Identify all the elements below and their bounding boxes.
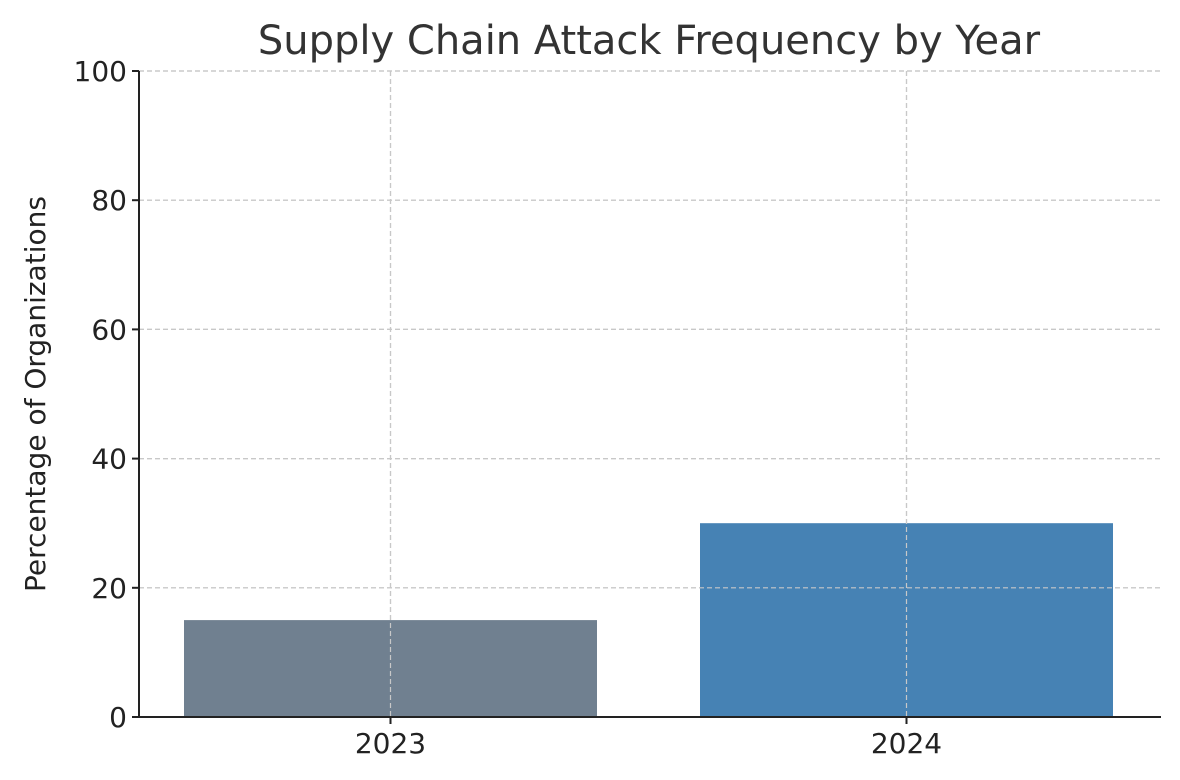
- x-tick-label: 2023: [355, 727, 426, 760]
- x-axis-ticks: 2023 2024: [355, 717, 942, 760]
- bars: [139, 70, 1161, 717]
- y-axis-label: Percentage of Organizations: [19, 196, 52, 592]
- y-tick-label: 0: [109, 701, 127, 734]
- y-tick-label: 80: [91, 184, 127, 217]
- y-tick-label: 100: [74, 55, 127, 88]
- x-tick-label: 2024: [871, 727, 942, 760]
- bar-2023: [184, 620, 597, 717]
- y-tick-label: 20: [91, 572, 127, 605]
- y-tick-label: 60: [91, 313, 127, 346]
- y-tick-label: 40: [91, 443, 127, 476]
- chart-title: Supply Chain Attack Frequency by Year: [258, 18, 1041, 64]
- y-axis-ticks: 0 20 40 60 80 100: [74, 55, 139, 734]
